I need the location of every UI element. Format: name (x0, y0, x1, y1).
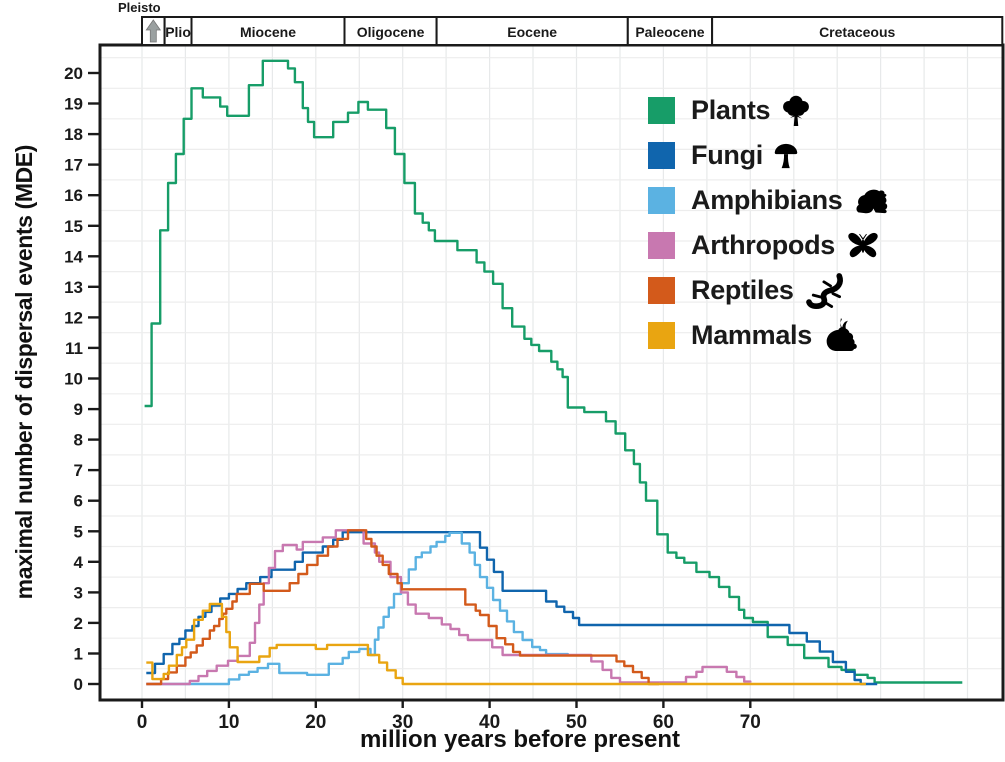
y-tick-label: 9 (74, 400, 83, 419)
pleistocene-up-arrow-icon (145, 19, 162, 43)
legend-item-fungi: Fungi (648, 133, 893, 178)
epoch-label: Cretaceous (819, 24, 895, 40)
epoch-box-plio (163, 16, 193, 46)
legend-label: Reptiles (691, 275, 794, 305)
y-tick-label: 13 (64, 278, 83, 297)
y-tick-label: 18 (64, 125, 83, 144)
y-tick-label: 3 (74, 583, 83, 602)
y-tick-label: 0 (74, 675, 83, 694)
x-axis-ticks: 0 10 20 30 40 50 60 70 (137, 700, 761, 733)
legend-item-plants: Plants (648, 88, 893, 133)
x-tick-label: 30 (392, 712, 413, 733)
legend-item-mammals: Mammals (648, 313, 893, 358)
legend-label: Plants (691, 95, 771, 125)
legend: Plants Fungi Amphibians Arthropods Reptiles M… (648, 88, 893, 358)
legend-label: Arthropods (691, 230, 835, 260)
legend-label: Fungi (691, 140, 763, 170)
series-line-mammals (146, 602, 866, 686)
epoch-box-eocene (435, 16, 629, 46)
legend-item-amphibians: Amphibians (648, 178, 893, 223)
x-tick-label: 0 (137, 712, 148, 733)
y-tick-label: 5 (74, 522, 83, 541)
epoch-label: Eocene (507, 24, 557, 40)
y-tick-label: 15 (64, 217, 83, 236)
x-axis-title: million years before present (359, 726, 681, 753)
epoch-box-miocene (190, 16, 346, 46)
gridlines (100, 45, 1003, 700)
legend-item-arthropods: Arthropods (648, 223, 893, 268)
series-line-plants (144, 59, 963, 684)
y-tick-label: 16 (64, 186, 83, 205)
legend-swatch (648, 322, 675, 349)
y-tick-label: 12 (64, 308, 83, 327)
lizard-icon (802, 272, 848, 310)
y-tick-label: 4 (74, 553, 84, 572)
epoch-band: Pleisto Plio Miocene Oligocene Eocene Paleoce… (118, 0, 1004, 46)
y-tick-label: 19 (64, 95, 83, 114)
x-tick-label: 20 (305, 712, 326, 733)
x-tick-label: 10 (218, 712, 239, 733)
epoch-box-paleocene (626, 16, 714, 46)
y-tick-label: 17 (64, 156, 83, 175)
rabbit-icon (820, 316, 860, 356)
legend-item-reptiles: Reptiles (648, 268, 893, 313)
y-tick-label: 2 (74, 614, 83, 633)
legend-swatch (648, 142, 675, 169)
epoch-box-oligocene (343, 16, 438, 46)
epoch-box-cretaceous (711, 16, 1004, 46)
y-tick-label: 8 (74, 431, 83, 450)
legend-swatch (648, 97, 675, 124)
y-tick-label: 14 (64, 247, 83, 266)
epoch-label: Oligocene (357, 24, 425, 40)
pleisto-callout-label: Pleisto (118, 0, 161, 15)
series-line-arthropods (146, 529, 752, 686)
frog-icon (851, 183, 893, 219)
x-tick-label: 70 (740, 712, 761, 733)
y-tick-label: 7 (74, 461, 83, 480)
legend-label: Mammals (691, 320, 812, 350)
series-line-amphibians (146, 531, 569, 686)
series-lines (144, 59, 963, 686)
series-line-reptiles (146, 529, 660, 686)
x-tick-label: 50 (566, 712, 587, 733)
tree-icon (778, 93, 814, 129)
y-tick-label: 10 (64, 370, 83, 389)
epoch-label: Paleocene (635, 24, 704, 40)
x-tick-label: 40 (479, 712, 500, 733)
y-tick-label: 1 (74, 645, 83, 664)
legend-swatch (648, 187, 675, 214)
legend-swatch (648, 232, 675, 259)
mushroom-icon (771, 140, 801, 172)
y-tick-label: 11 (65, 339, 83, 358)
epoch-label: Miocene (240, 24, 296, 40)
y-tick-label: 20 (64, 64, 83, 83)
epoch-label: Plio (165, 24, 191, 40)
legend-swatch (648, 277, 675, 304)
butterfly-icon (843, 228, 883, 264)
x-tick-label: 60 (653, 712, 674, 733)
y-tick-label: 6 (74, 492, 83, 511)
legend-label: Amphibians (691, 185, 843, 215)
